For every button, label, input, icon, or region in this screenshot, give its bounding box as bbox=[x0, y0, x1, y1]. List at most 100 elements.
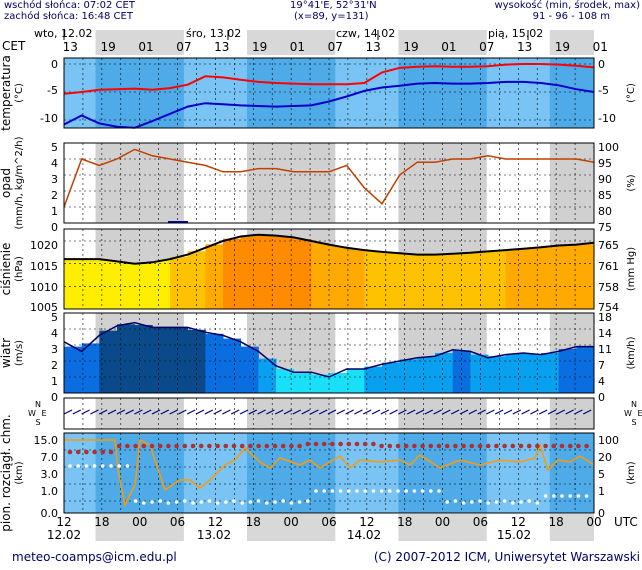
sunset-text: zachód słońca: 16:48 CET bbox=[4, 11, 133, 22]
pressure-unit-right-label: (mm Hg) bbox=[626, 247, 637, 291]
precip-night-3 bbox=[549, 143, 594, 223]
wind-left-tick-3: 2 bbox=[51, 359, 58, 372]
cloud-top-dot-39 bbox=[387, 443, 393, 449]
cloud-base-dot-36 bbox=[363, 489, 368, 493]
day-label-0: wto, 12.02 bbox=[34, 27, 93, 40]
top-hour-0: 13 bbox=[63, 40, 78, 54]
winddir-night-3 bbox=[549, 398, 594, 429]
wind-fill-10 bbox=[240, 346, 259, 393]
cloud-top-dot-62 bbox=[576, 443, 581, 449]
pressure-fill-9 bbox=[223, 238, 242, 309]
cloud-top-dot-42 bbox=[412, 443, 417, 449]
bottom-strip-night-3 bbox=[549, 514, 594, 541]
wind-fill-25 bbox=[505, 353, 524, 393]
cloud-top-dot-34 bbox=[346, 441, 352, 447]
pressure-fill-24 bbox=[488, 250, 507, 309]
wind-arrow-45 bbox=[459, 409, 469, 415]
cloud-base-dot-15 bbox=[191, 501, 195, 505]
cloud-top-dot-48 bbox=[461, 443, 466, 449]
wind-arrow-49 bbox=[494, 409, 504, 415]
wind-arrow-33 bbox=[354, 409, 363, 415]
wind-arrow-53 bbox=[530, 409, 539, 415]
grid-text: (x=89, y=131) bbox=[294, 11, 369, 22]
top-strip-night-2 bbox=[398, 30, 487, 55]
pressure-fill-5 bbox=[152, 260, 171, 309]
wind-arrow-7 bbox=[125, 409, 134, 415]
cloud-base-dot-25 bbox=[273, 500, 277, 504]
precip-left-tick-2: 3 bbox=[51, 173, 58, 186]
wind-arrow-40 bbox=[415, 409, 425, 415]
cloud-top-dot-16 bbox=[198, 443, 204, 449]
wind-arrow-51 bbox=[512, 409, 522, 415]
cloud-top-dot-47 bbox=[453, 443, 458, 449]
wind-arrow-55 bbox=[547, 409, 557, 415]
wind-arrow-14 bbox=[186, 409, 196, 415]
compass-left-e: E bbox=[41, 409, 46, 418]
top-hour-11: 07 bbox=[479, 40, 494, 54]
wind-left-tick-4: 1 bbox=[51, 375, 58, 388]
precip-right-tick-3: 85 bbox=[598, 189, 612, 202]
footer-email[interactable]: meteo-coamps@icm.edu.pl bbox=[12, 550, 177, 564]
bottom-hour-5: 18 bbox=[246, 515, 261, 529]
temperature-left-tick-1: -5 bbox=[47, 84, 58, 97]
cloud-top-dot-54 bbox=[510, 443, 516, 449]
wind-fill-1 bbox=[81, 343, 100, 393]
wind-fill-13 bbox=[293, 372, 312, 393]
wind-arrow-17 bbox=[213, 409, 222, 415]
cloud-base-dot-58 bbox=[543, 494, 548, 498]
cloud-left-tick-0: 15.0 bbox=[34, 434, 59, 447]
wind-arrow-31 bbox=[336, 409, 346, 415]
cloud-top-dot-50 bbox=[477, 443, 483, 449]
wind-arrow-38 bbox=[398, 409, 407, 415]
bottom-date-3: 15.02 bbox=[497, 528, 531, 542]
wind-fill-5 bbox=[152, 327, 171, 393]
cloud-top-dot-9 bbox=[141, 443, 147, 449]
cloud-top-dot-18 bbox=[215, 443, 220, 449]
cloud-top-dot-40 bbox=[395, 443, 401, 449]
temp-min-line bbox=[63, 80, 595, 129]
wind-axis-label: wiatr bbox=[0, 338, 13, 368]
top-hour-3: 07 bbox=[176, 40, 191, 54]
wind-arrow-34 bbox=[362, 409, 372, 415]
wind-left-tick-2: 3 bbox=[51, 343, 58, 356]
wind-arrow-18 bbox=[222, 409, 231, 415]
wind-arrow-37 bbox=[389, 409, 398, 415]
cloud-top-dot-21 bbox=[239, 443, 245, 449]
cloud-top-dot-46 bbox=[444, 443, 450, 449]
temperature-right-tick-1: -5 bbox=[598, 84, 609, 97]
pressure-fill-17 bbox=[364, 250, 383, 309]
wind-arrow-13 bbox=[178, 409, 187, 415]
wind-arrow-19 bbox=[230, 409, 240, 415]
compass-right-n: N bbox=[631, 400, 637, 409]
cloud-top-dot-29 bbox=[305, 441, 311, 447]
cloud-base-dot-59 bbox=[552, 494, 556, 498]
cloud-base-dot-4 bbox=[101, 464, 105, 468]
temperature-right-tick-2: -10 bbox=[598, 112, 616, 125]
bottom-strip-night-2 bbox=[398, 514, 487, 541]
pressure-fill-26 bbox=[523, 248, 542, 309]
cloud-base-dot-5 bbox=[109, 464, 113, 468]
temperature-left-tick-2: -10 bbox=[40, 112, 58, 125]
cloud-left-tick-4: 0.0 bbox=[41, 507, 59, 520]
pressure-fill-29 bbox=[576, 243, 595, 309]
wind-arrow-57 bbox=[565, 409, 574, 415]
cloud-top-dot-41 bbox=[403, 443, 409, 449]
cloud-base-dot-35 bbox=[355, 489, 359, 493]
cloud-top-dot-15 bbox=[190, 443, 196, 449]
pressure-fill-16 bbox=[346, 248, 365, 309]
wind-line bbox=[63, 321, 594, 378]
cloud-base-dot-27 bbox=[289, 501, 294, 505]
cloud-base-dot-13 bbox=[174, 500, 179, 504]
precip-left-tick-5: 0 bbox=[51, 221, 58, 234]
cloud-top-dot-1 bbox=[75, 449, 81, 455]
wind-arrow-23 bbox=[266, 409, 275, 415]
cloud-top-dot-32 bbox=[330, 441, 335, 447]
cloud-right-tick-0: 100 bbox=[598, 434, 619, 447]
pressure-fill-12 bbox=[276, 236, 295, 309]
wind-arrow-25 bbox=[283, 409, 293, 415]
wind-arrow-28 bbox=[310, 409, 319, 415]
precip-unit-right-label: (%) bbox=[626, 174, 637, 191]
cloud-base-dot-9 bbox=[142, 501, 146, 505]
wind-arrow-3 bbox=[90, 409, 99, 415]
